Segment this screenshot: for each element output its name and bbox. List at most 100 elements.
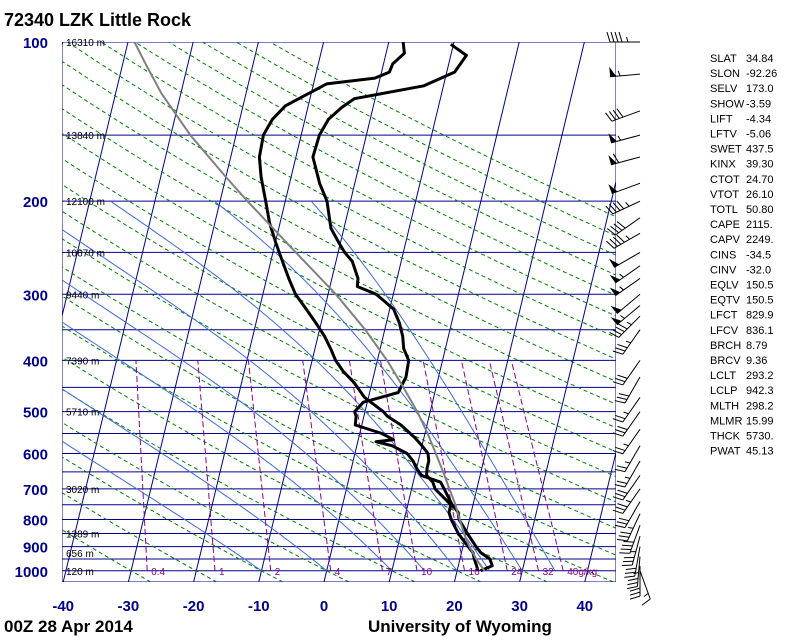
index-value: 9.36: [746, 355, 767, 367]
temperature-tick-label: 0: [320, 598, 328, 615]
mixing-ratio-label: 7: [386, 567, 392, 578]
wind-barb: [612, 488, 641, 514]
index-value: 829.9: [746, 310, 774, 322]
index-value: 836.1: [746, 325, 774, 337]
index-value: -3.59: [746, 98, 771, 110]
wind-barb: [608, 182, 641, 195]
mixing-ratio-line: [422, 360, 466, 571]
wind-barb: [612, 360, 641, 386]
mixing-ratio-line: [247, 360, 272, 571]
index-name: CTOT: [710, 174, 740, 186]
temperature-tick-label: -30: [118, 598, 140, 615]
temperature-tick-label: 30: [511, 598, 528, 615]
index-value: 39.30: [746, 159, 774, 171]
index-name: SLAT: [710, 53, 737, 65]
isotherm-line: [193, 42, 325, 582]
pressure-tick-label: 700: [23, 482, 48, 499]
index-value: 150.5: [746, 280, 774, 292]
wind-barb: [605, 108, 641, 122]
mixing-ratio-line: [348, 360, 383, 571]
mixing-ratio-label: 1: [219, 567, 225, 578]
isotherm-line: [323, 42, 455, 582]
wind-barb: [610, 293, 641, 314]
index-name: CINV: [710, 264, 737, 276]
dry-adiabat-line: [62, 157, 616, 453]
index-name: BRCH: [710, 340, 741, 352]
mixing-ratio-label: 10: [421, 567, 433, 578]
index-value: -5.06: [746, 129, 771, 141]
wind-barb: [606, 217, 641, 236]
wind-barb: [609, 66, 641, 78]
moist-adiabat-line: [62, 228, 458, 572]
page-title: 72340 LZK Little Rock: [4, 10, 192, 30]
index-name: LIFT: [710, 113, 733, 125]
moist-adiabat-line: [62, 279, 425, 572]
index-value: 5730.: [746, 431, 774, 443]
index-value: -34.5: [746, 249, 771, 261]
index-name: EQTV: [710, 295, 741, 307]
pressure-tick-label: 400: [23, 353, 48, 370]
wind-barb: [609, 265, 641, 284]
mixing-ratio-line: [510, 360, 564, 571]
index-name: MLMR: [710, 415, 742, 427]
index-name: EQLV: [710, 280, 739, 292]
dry-adiabat-line: [100, 42, 616, 317]
index-name: LCLP: [710, 385, 738, 397]
dewpoint-profile: [257, 42, 480, 572]
index-name: LFTV: [710, 129, 738, 141]
index-name: LCLT: [710, 370, 736, 382]
mixing-ratio-label: 32: [543, 567, 555, 578]
index-value: 2249.: [746, 234, 774, 246]
temperature-tick-label: -20: [183, 598, 205, 615]
isotherm-line: [519, 179, 616, 582]
pressure-tick-label: 600: [23, 446, 48, 463]
dry-adiabat-line: [62, 492, 218, 582]
index-value: 437.5: [746, 144, 774, 156]
dry-adiabat-line: [62, 295, 614, 582]
moist-adiabat-line: [62, 388, 328, 572]
moist-adiabat-line: [214, 200, 523, 572]
mixing-ratio-line: [197, 360, 216, 571]
temperature-tick-label: -10: [248, 598, 270, 615]
wind-barb: [609, 251, 641, 268]
dry-adiabat-line: [62, 84, 616, 382]
mixing-ratio-label: 24: [511, 567, 523, 578]
index-value: -32.0: [746, 264, 771, 276]
sounding-date: 00Z 28 Apr 2014: [4, 617, 133, 636]
isotherm-line: [258, 42, 390, 582]
temperature-tick-label: 40: [576, 598, 593, 615]
index-value: 150.5: [746, 295, 774, 307]
height-label: 120 m: [66, 567, 94, 578]
wind-barb: [612, 428, 641, 455]
index-value: 8.79: [746, 340, 767, 352]
mixing-ratio-label: 40g/kg: [567, 567, 597, 578]
mixing-ratio-label: 16: [469, 567, 481, 578]
isotherm-line: [62, 42, 129, 319]
wind-barb: [627, 556, 641, 590]
wind-barb: [612, 397, 641, 423]
wind-barb: [619, 525, 641, 554]
pressure-tick-label: 900: [23, 540, 48, 557]
index-name: MLTH: [710, 400, 739, 412]
index-value: 34.84: [746, 53, 774, 65]
pressure-tick-label: 1000: [15, 564, 48, 581]
temperature-tick-label: 20: [446, 598, 463, 615]
height-label: 9440 m: [66, 290, 99, 301]
wind-barb: [614, 445, 641, 473]
wind-barb: [621, 536, 641, 566]
dry-adiabat-line: [62, 183, 616, 478]
source-credit: University of Wyoming: [368, 617, 552, 636]
dry-adiabat-line: [62, 238, 616, 529]
height-label: 1389 m: [66, 529, 99, 540]
wind-barb: [605, 200, 641, 215]
wind-barb: [614, 460, 641, 488]
pressure-tick-label: 100: [23, 35, 48, 52]
index-name: PWAT: [710, 446, 741, 458]
dry-adiabat-line: [62, 456, 284, 582]
plot-frame: [62, 42, 616, 582]
dry-adiabat-line: [62, 356, 482, 582]
isotherm-line: [127, 42, 259, 582]
wind-barb: [624, 546, 641, 578]
index-name: BRCV: [710, 355, 741, 367]
